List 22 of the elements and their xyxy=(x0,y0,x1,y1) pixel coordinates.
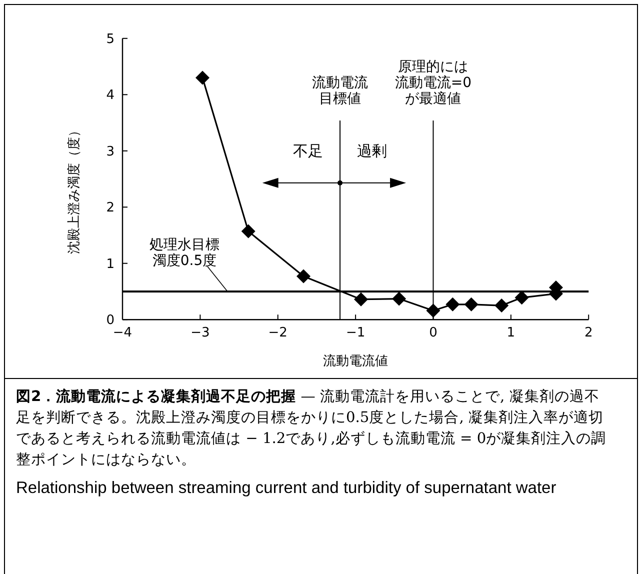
y-axis-title: 沈殿上澄み濁度（度） xyxy=(66,124,82,254)
x-tick-label: −2 xyxy=(268,326,288,341)
x-tick-label: 1 xyxy=(506,326,516,341)
x-tick-label: 0 xyxy=(429,326,438,341)
annotation: 過剰 xyxy=(357,142,388,160)
text: Relationship between streaming current and turbidity of supernatant water xyxy=(16,478,558,498)
ref-line-label: 原理的には流動電流=0が最適値 xyxy=(394,58,473,106)
text: 図2．流動電流による凝集剤過不足の把握 xyxy=(16,388,296,405)
x-tick-label: 2 xyxy=(584,326,593,341)
y-tick-label: 3 xyxy=(106,144,114,160)
x-tick-label: −3 xyxy=(190,326,210,341)
y-tick-label: 0 xyxy=(106,313,114,328)
ref-line-label: 流動電流目標値 xyxy=(311,74,369,106)
y-tick-label: 5 xyxy=(106,32,114,47)
x-axis-title: 流動電流値 xyxy=(323,353,388,369)
annotation: 不足 xyxy=(293,142,324,160)
y-tick-label: 1 xyxy=(106,256,114,272)
x-tick-label: −4 xyxy=(112,326,132,341)
ref-line-label: 処理水目標濁度0.5度 xyxy=(148,237,220,270)
y-tick-label: 4 xyxy=(106,88,114,104)
y-tick-label: 2 xyxy=(106,200,114,216)
x-tick-label: −1 xyxy=(346,326,366,341)
